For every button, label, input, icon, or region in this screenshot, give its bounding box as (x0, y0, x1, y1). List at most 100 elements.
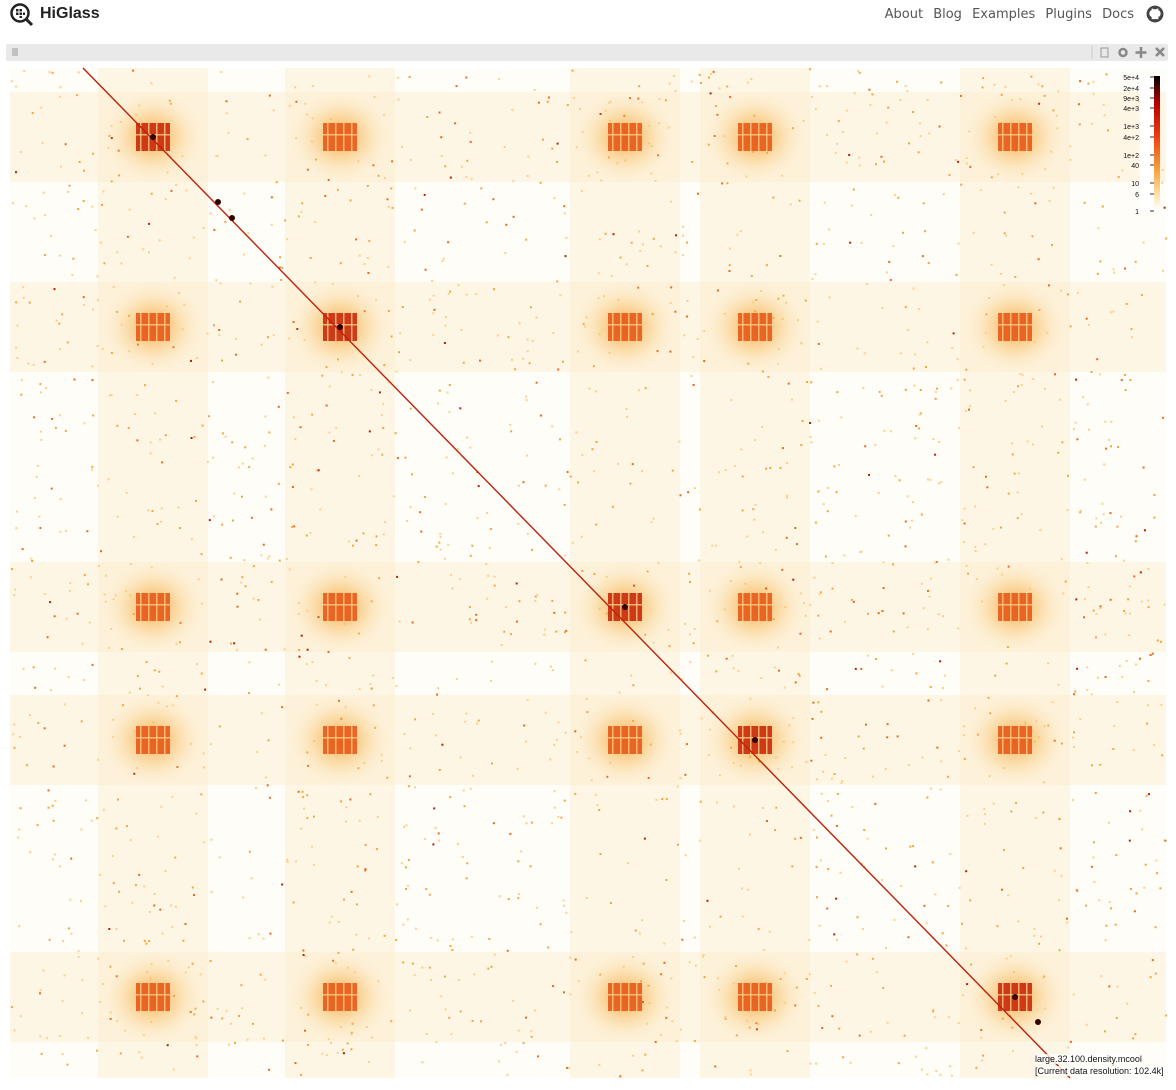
brand[interactable]: HiGlass (40, 5, 100, 22)
pixel (59, 530, 62, 533)
pixel (364, 844, 367, 846)
pixel (721, 182, 724, 185)
pixel (585, 697, 588, 700)
pixel (492, 822, 495, 825)
pixel (355, 933, 358, 936)
pixel (319, 508, 322, 511)
pixel (304, 1029, 306, 1032)
stripe (612, 983, 614, 1011)
github-icon[interactable] (1146, 5, 1164, 23)
pixel (746, 81, 749, 84)
pixel (448, 384, 451, 386)
pixel (304, 955, 307, 958)
pixel (396, 903, 398, 906)
pixel (498, 78, 501, 81)
pixel (841, 780, 844, 782)
pixel (552, 985, 555, 988)
pixel (679, 777, 682, 780)
drag-handle[interactable] (12, 48, 18, 56)
pixel (896, 80, 899, 83)
pixel (236, 605, 239, 608)
pixel (679, 1028, 682, 1031)
pixel (428, 893, 431, 896)
pixel (942, 193, 945, 196)
pixel (932, 1008, 935, 1011)
pixel (40, 1052, 43, 1055)
pixel (1162, 416, 1165, 419)
pixel (415, 927, 418, 930)
pixel (248, 466, 251, 469)
add-icon[interactable] (1135, 47, 1147, 58)
pixel (1017, 920, 1020, 923)
pixel (1115, 854, 1118, 857)
pixel (1085, 904, 1088, 907)
colorbar-label: 6 (1135, 192, 1139, 199)
pixel (1125, 660, 1128, 662)
pixel (597, 272, 600, 275)
pixel (817, 342, 820, 345)
pixel (972, 466, 975, 469)
pixel (872, 775, 875, 778)
pixel (228, 208, 231, 211)
pixel (51, 804, 54, 807)
settings-icon[interactable] (1118, 47, 1128, 58)
pixel (459, 756, 462, 759)
nav-link[interactable]: Docs (1102, 7, 1134, 22)
pixel (200, 553, 203, 556)
pixel (510, 633, 513, 636)
pixel (1078, 123, 1081, 126)
pixel (963, 507, 966, 510)
pixel (443, 342, 446, 344)
nav-link[interactable]: About (884, 7, 924, 22)
pixel (270, 196, 273, 199)
pixel (938, 125, 941, 128)
pixel (729, 95, 732, 98)
pixel (161, 932, 164, 935)
stripe (738, 604, 772, 606)
pixel (110, 352, 113, 354)
pixel (812, 701, 815, 704)
pixel (1079, 511, 1082, 514)
pixel (850, 204, 853, 207)
pixel (511, 108, 514, 111)
pixel (490, 679, 492, 682)
pixel (815, 242, 818, 245)
pixel (1005, 662, 1008, 665)
pixel (965, 564, 968, 567)
pixel (475, 613, 478, 616)
pixel (918, 413, 921, 416)
nav-link[interactable]: Plugins (1045, 7, 1092, 22)
pixel (546, 100, 549, 103)
pixel (826, 510, 829, 513)
pixel (190, 359, 192, 362)
pixel (65, 529, 68, 532)
pixel (1160, 704, 1163, 707)
pixel (1109, 598, 1112, 601)
pixel (526, 532, 529, 535)
pixel (311, 413, 314, 416)
close-icon[interactable] (1155, 47, 1165, 57)
logo[interactable] (10, 3, 34, 27)
pixel (570, 931, 573, 934)
pixel (564, 554, 566, 557)
pixel (387, 265, 390, 268)
pixel (429, 298, 431, 301)
pixel (454, 122, 457, 125)
stripe (998, 604, 1032, 606)
pixel (674, 310, 677, 313)
pixel (866, 837, 869, 840)
pixel (925, 366, 927, 369)
pixel (164, 434, 167, 437)
pixel (913, 384, 916, 387)
pixel (1060, 558, 1063, 561)
copy-icon[interactable] (1100, 47, 1109, 58)
pixel (224, 435, 227, 438)
pixel (774, 548, 777, 551)
nav-link[interactable]: Blog (933, 7, 962, 22)
pixel (424, 496, 426, 498)
pixel (243, 192, 246, 195)
pixel (958, 886, 961, 889)
nav-link[interactable]: Examples (972, 7, 1036, 22)
pixel (350, 890, 353, 893)
